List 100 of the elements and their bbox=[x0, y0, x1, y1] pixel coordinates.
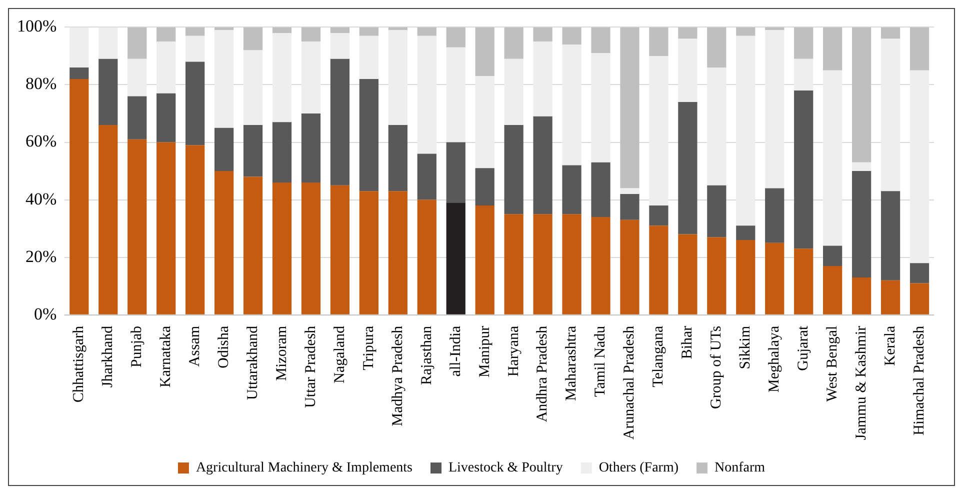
bar bbox=[910, 283, 930, 314]
bar bbox=[272, 27, 292, 33]
bar bbox=[620, 188, 640, 194]
x-tick-label: Tripura bbox=[360, 326, 377, 370]
bar bbox=[417, 200, 436, 314]
x-tick-label: Odisha bbox=[216, 326, 232, 368]
bar bbox=[823, 70, 842, 246]
bar bbox=[794, 27, 814, 59]
x-tick-label: Arunachal Pradesh bbox=[622, 325, 638, 440]
bar bbox=[243, 50, 263, 125]
x-tick-label: Madhya Pradesh bbox=[390, 325, 406, 426]
bar bbox=[330, 32, 350, 59]
bar bbox=[852, 277, 872, 314]
bar bbox=[214, 128, 234, 172]
bar bbox=[446, 202, 466, 314]
bar bbox=[272, 182, 292, 314]
bar bbox=[186, 36, 205, 62]
x-tick-label: Jharkhand bbox=[100, 325, 116, 388]
bar bbox=[186, 62, 205, 146]
bar bbox=[562, 27, 582, 44]
bar bbox=[504, 27, 524, 59]
bar bbox=[707, 67, 726, 186]
bar bbox=[475, 76, 494, 168]
bar bbox=[823, 266, 842, 314]
bar bbox=[649, 226, 668, 314]
x-tick-label: Meghalaya bbox=[766, 326, 783, 392]
bar bbox=[475, 168, 494, 206]
bar bbox=[272, 32, 292, 122]
bar bbox=[707, 237, 726, 314]
x-tick-label: Andhra Pradesh bbox=[534, 325, 551, 422]
bar bbox=[591, 217, 610, 314]
bar bbox=[70, 27, 89, 68]
bar bbox=[446, 47, 466, 142]
bar bbox=[214, 30, 234, 128]
bar bbox=[186, 27, 205, 36]
legend-label: Agricultural Machinery & Implements bbox=[196, 460, 413, 476]
legend-label: Others (Farm) bbox=[598, 460, 679, 476]
bar bbox=[359, 191, 378, 314]
y-tick-label: 60% bbox=[25, 132, 57, 151]
bar bbox=[562, 44, 582, 166]
bar bbox=[649, 56, 668, 206]
x-tick-label: Manipur bbox=[476, 326, 493, 378]
bar bbox=[910, 70, 930, 264]
x-tick-label: Karnataka bbox=[158, 326, 174, 388]
bar bbox=[98, 27, 118, 59]
bar bbox=[128, 96, 147, 140]
bar bbox=[533, 116, 552, 214]
x-tick-label: Assam bbox=[187, 326, 203, 367]
bar bbox=[446, 27, 466, 48]
bar bbox=[243, 27, 263, 50]
bar bbox=[388, 125, 408, 192]
x-tick-label: Telangana bbox=[650, 326, 667, 388]
bar bbox=[736, 27, 756, 36]
x-tick-label: all-India bbox=[448, 326, 464, 377]
bar bbox=[591, 53, 610, 162]
legend-label: Nonfarm bbox=[714, 460, 766, 476]
bar bbox=[359, 36, 378, 79]
bar bbox=[852, 171, 872, 278]
bar bbox=[128, 27, 147, 59]
bar bbox=[880, 27, 900, 39]
x-tick-label: Mizoram bbox=[274, 326, 290, 381]
bar bbox=[70, 67, 89, 79]
y-tick-label: 0% bbox=[34, 304, 57, 324]
bar bbox=[620, 194, 640, 220]
bar bbox=[678, 38, 698, 102]
bar bbox=[330, 58, 350, 186]
bar bbox=[794, 248, 814, 314]
x-tick-label: Haryana bbox=[506, 326, 522, 377]
bar bbox=[880, 191, 900, 280]
bar bbox=[156, 93, 176, 142]
bar bbox=[388, 191, 408, 314]
bar bbox=[678, 102, 698, 234]
x-tick-label: Chhattisgarh bbox=[71, 325, 88, 402]
x-tick-label: Nagaland bbox=[332, 325, 348, 384]
bar bbox=[417, 36, 436, 154]
x-tick-label: Gujarat bbox=[796, 325, 812, 371]
bar bbox=[562, 165, 582, 214]
bar bbox=[504, 214, 524, 314]
x-tick-label: Bihar bbox=[680, 326, 696, 360]
bar bbox=[475, 206, 494, 314]
bar bbox=[417, 27, 436, 36]
bar bbox=[649, 206, 668, 226]
bar bbox=[388, 30, 408, 125]
x-tick-label: Jammu & Kashmir bbox=[853, 326, 870, 440]
x-tick-label: Himachal Pradesh bbox=[911, 325, 928, 436]
bar bbox=[910, 27, 930, 70]
bar bbox=[504, 58, 524, 125]
bar bbox=[359, 27, 378, 36]
y-tick-label: 40% bbox=[25, 189, 57, 208]
bar bbox=[156, 42, 176, 94]
bar bbox=[736, 226, 756, 240]
x-tick-label: Sikkim bbox=[738, 326, 754, 370]
bar bbox=[156, 142, 176, 314]
bar bbox=[736, 36, 756, 226]
bar bbox=[70, 78, 89, 314]
bar bbox=[475, 27, 494, 76]
bar bbox=[765, 30, 784, 188]
bar bbox=[156, 27, 176, 42]
bar bbox=[330, 27, 350, 33]
bar bbox=[186, 145, 205, 314]
